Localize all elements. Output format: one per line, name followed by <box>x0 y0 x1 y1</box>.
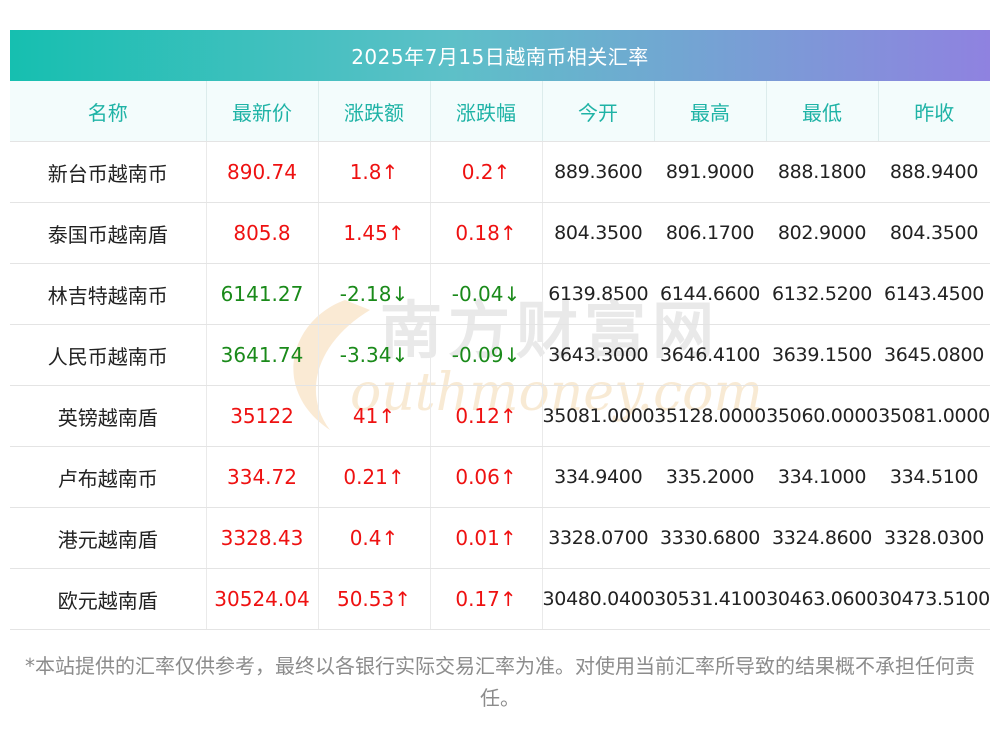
latest-price: 334.72 <box>206 446 319 508</box>
low-price: 802.9000 <box>766 202 878 264</box>
change-amount: -2.18↓ <box>318 263 431 325</box>
low-price: 3639.1500 <box>766 324 878 386</box>
low-price: 3324.8600 <box>766 507 878 569</box>
column-header-name: 名称 <box>10 81 207 142</box>
prev-close-price: 35081.0000 <box>878 385 990 447</box>
change-amount: 41↑ <box>318 385 431 447</box>
latest-price: 3328.43 <box>206 507 319 569</box>
change-amount: 1.45↑ <box>318 202 431 264</box>
high-price: 6144.6600 <box>654 263 766 325</box>
table-header-row: 名称 最新价 涨跌额 涨跌幅 今开 最高 最低 昨收 <box>10 81 990 142</box>
change-percent: 0.17↑ <box>430 568 543 630</box>
table-row: 泰国币越南盾 805.8 1.45↑ 0.18↑ 804.3500 806.17… <box>10 202 990 264</box>
change-amount: 0.4↑ <box>318 507 431 569</box>
latest-price: 890.74 <box>206 141 319 203</box>
prev-close-price: 3328.0300 <box>878 507 990 569</box>
column-header-high: 最高 <box>654 81 767 142</box>
prev-close-price: 3645.0800 <box>878 324 990 386</box>
column-header-latest: 最新价 <box>206 81 319 142</box>
column-header-low: 最低 <box>766 81 879 142</box>
low-price: 334.1000 <box>766 446 878 508</box>
disclaimer-text: *本站提供的汇率仅供参考，最终以各银行实际交易汇率为准。对使用当前汇率所导致的结… <box>25 654 975 710</box>
change-percent: -0.04↓ <box>430 263 543 325</box>
table-row: 林吉特越南币 6141.27 -2.18↓ -0.04↓ 6139.8500 6… <box>10 263 990 325</box>
open-price: 889.3600 <box>542 141 654 203</box>
latest-price: 35122 <box>206 385 319 447</box>
high-price: 806.1700 <box>654 202 766 264</box>
high-price: 35128.0000 <box>654 385 766 447</box>
change-percent: 0.18↑ <box>430 202 543 264</box>
high-price: 335.2000 <box>654 446 766 508</box>
currency-pair-name: 泰国币越南盾 <box>10 202 207 264</box>
currency-pair-name: 新台币越南币 <box>10 141 207 203</box>
latest-price: 3641.74 <box>206 324 319 386</box>
prev-close-price: 30473.5100 <box>878 568 990 630</box>
change-percent: -0.09↓ <box>430 324 543 386</box>
open-price: 6139.8500 <box>542 263 654 325</box>
currency-pair-name: 欧元越南盾 <box>10 568 207 630</box>
currency-pair-name: 林吉特越南币 <box>10 263 207 325</box>
prev-close-price: 6143.4500 <box>878 263 990 325</box>
change-percent: 0.06↑ <box>430 446 543 508</box>
open-price: 804.3500 <box>542 202 654 264</box>
open-price: 30480.0400 <box>542 568 655 630</box>
high-price: 3646.4100 <box>654 324 766 386</box>
currency-pair-name: 人民币越南币 <box>10 324 207 386</box>
table-row: 卢布越南币 334.72 0.21↑ 0.06↑ 334.9400 335.20… <box>10 446 990 508</box>
low-price: 35060.0000 <box>766 385 878 447</box>
column-header-prev-close: 昨收 <box>878 81 990 142</box>
high-price: 30531.4100 <box>654 568 766 630</box>
change-amount: 0.21↑ <box>318 446 431 508</box>
column-header-open: 今开 <box>542 81 655 142</box>
table-row: 港元越南盾 3328.43 0.4↑ 0.01↑ 3328.0700 3330.… <box>10 507 990 569</box>
change-percent: 0.2↑ <box>430 141 543 203</box>
low-price: 888.1800 <box>766 141 878 203</box>
open-price: 3328.0700 <box>542 507 654 569</box>
exchange-rate-table: 名称 最新价 涨跌额 涨跌幅 今开 最高 最低 昨收 新台币越南币 890.74… <box>10 81 990 630</box>
table-row: 新台币越南币 890.74 1.8↑ 0.2↑ 889.3600 891.900… <box>10 141 990 203</box>
currency-pair-name: 英镑越南盾 <box>10 385 207 447</box>
high-price: 891.9000 <box>654 141 766 203</box>
open-price: 35081.0000 <box>542 385 655 447</box>
prev-close-price: 888.9400 <box>878 141 990 203</box>
latest-price: 805.8 <box>206 202 319 264</box>
low-price: 6132.5200 <box>766 263 878 325</box>
currency-pair-name: 卢布越南币 <box>10 446 207 508</box>
change-amount: -3.34↓ <box>318 324 431 386</box>
table-row: 欧元越南盾 30524.04 50.53↑ 0.17↑ 30480.0400 3… <box>10 568 990 630</box>
column-header-change: 涨跌额 <box>318 81 431 142</box>
prev-close-price: 804.3500 <box>878 202 990 264</box>
prev-close-price: 334.5100 <box>878 446 990 508</box>
currency-pair-name: 港元越南盾 <box>10 507 207 569</box>
table-title: 2025年7月15日越南币相关汇率 <box>10 30 990 81</box>
change-amount: 1.8↑ <box>318 141 431 203</box>
low-price: 30463.0600 <box>766 568 878 630</box>
high-price: 3330.6800 <box>654 507 766 569</box>
latest-price: 6141.27 <box>206 263 319 325</box>
change-amount: 50.53↑ <box>318 568 431 630</box>
table-row: 人民币越南币 3641.74 -3.34↓ -0.09↓ 3643.3000 3… <box>10 324 990 386</box>
open-price: 334.9400 <box>542 446 654 508</box>
change-percent: 0.12↑ <box>430 385 543 447</box>
table-row: 英镑越南盾 35122 41↑ 0.12↑ 35081.0000 35128.0… <box>10 385 990 447</box>
column-header-change-pct: 涨跌幅 <box>430 81 543 142</box>
latest-price: 30524.04 <box>206 568 319 630</box>
change-percent: 0.01↑ <box>430 507 543 569</box>
open-price: 3643.3000 <box>542 324 654 386</box>
